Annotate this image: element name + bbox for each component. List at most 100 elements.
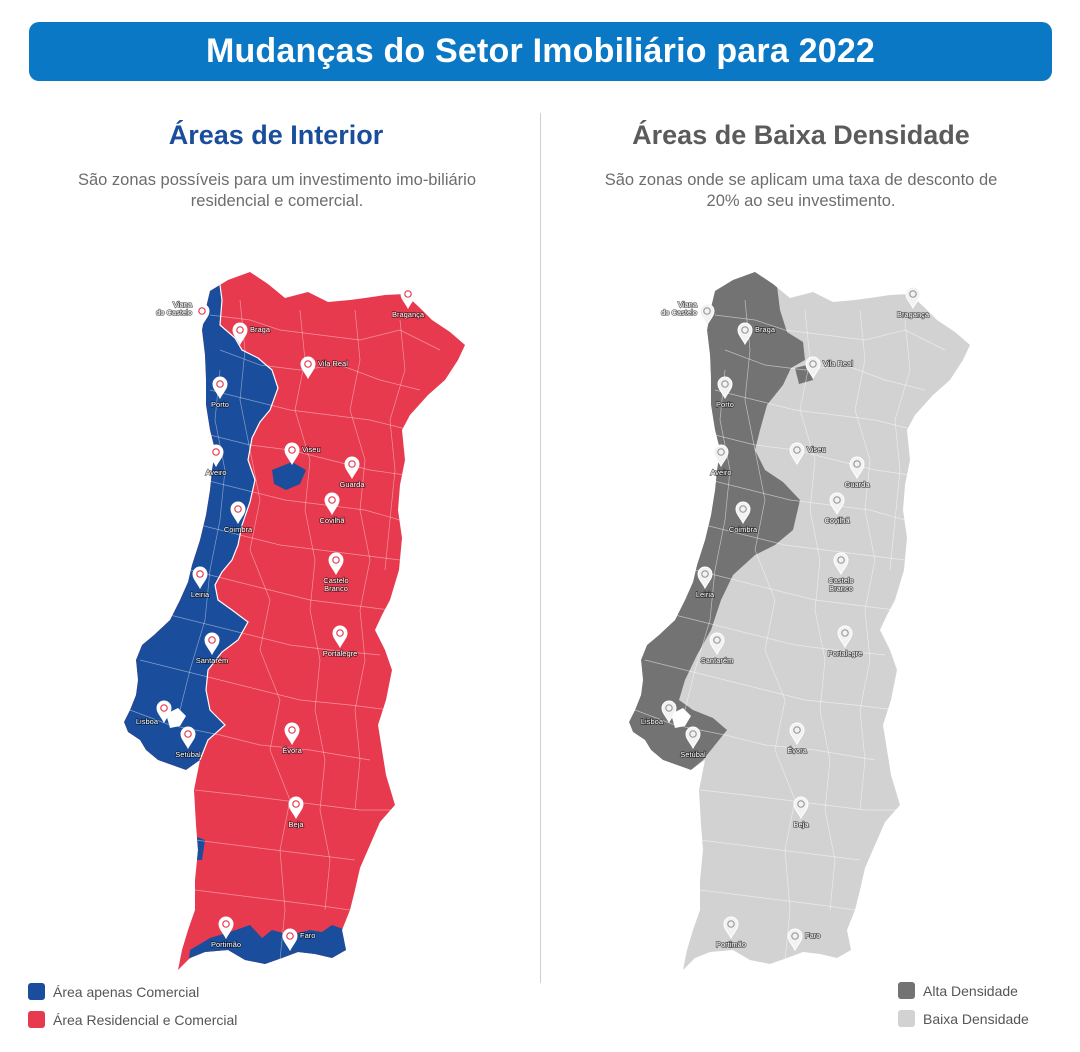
pin-emblem-icon bbox=[222, 920, 230, 928]
page-title: Mudanças do Setor Imobiliário para 2022 bbox=[205, 32, 876, 70]
city-label: Bragança bbox=[392, 310, 425, 319]
map-pin-set-bal: Setúbal bbox=[174, 726, 202, 760]
pin-emblem-icon bbox=[404, 290, 412, 298]
city-label: Bragança bbox=[897, 310, 930, 319]
pin-emblem-icon bbox=[727, 920, 735, 928]
pin-emblem-icon bbox=[793, 726, 801, 734]
pin-emblem-icon bbox=[236, 326, 244, 334]
city-label: Branco bbox=[324, 584, 348, 593]
map-pin-vila-real: Vila Real bbox=[300, 356, 349, 380]
map-pin-viseu: Viseu bbox=[284, 442, 321, 466]
pin-emblem-icon bbox=[234, 505, 242, 513]
map-pin-santar-m: Santarém bbox=[700, 632, 734, 666]
city-label: Évora bbox=[282, 746, 302, 755]
city-label: Braga bbox=[755, 325, 776, 334]
map-pin-guarda: Guarda bbox=[844, 456, 871, 490]
city-label: Faro bbox=[300, 931, 315, 940]
legend-swatch-light-gray bbox=[898, 1010, 915, 1027]
city-label: Santarém bbox=[701, 656, 734, 665]
low-density-title: Áreas de Baixa Densidade bbox=[632, 120, 970, 150]
legend-swatch-red bbox=[28, 1011, 45, 1028]
pin-emblem-icon bbox=[665, 704, 673, 712]
city-label: Covilhã bbox=[319, 516, 345, 525]
pin-emblem-icon bbox=[837, 556, 845, 564]
pin-emblem-icon bbox=[833, 496, 841, 504]
pin-emblem-icon bbox=[328, 496, 336, 504]
city-label: Lisboa bbox=[641, 717, 664, 726]
legend-commercial-only: Área apenas Comercial bbox=[28, 983, 199, 1000]
pin-emblem-icon bbox=[909, 290, 917, 298]
pin-emblem-icon bbox=[713, 636, 721, 644]
city-label: Faro bbox=[805, 931, 820, 940]
map-pin-braga: Braga bbox=[737, 322, 777, 346]
pin-emblem-icon bbox=[703, 307, 711, 315]
pin-emblem-icon bbox=[216, 380, 224, 388]
pin-emblem-icon bbox=[721, 380, 729, 388]
pin-emblem-icon bbox=[198, 307, 206, 315]
city-label: Portalegre bbox=[323, 649, 358, 658]
pin-emblem-icon bbox=[336, 629, 344, 637]
map-pin-covilh-: Covilhã bbox=[319, 492, 346, 526]
pin-emblem-icon bbox=[701, 570, 709, 578]
pin-emblem-icon bbox=[288, 726, 296, 734]
city-label: Coimbra bbox=[224, 525, 253, 534]
pin-emblem-icon bbox=[793, 446, 801, 454]
map-pin-coimbra: Coimbra bbox=[728, 501, 759, 535]
city-label: Viseu bbox=[302, 445, 321, 454]
city-label: Viana bbox=[173, 300, 193, 309]
city-label: Setúbal bbox=[175, 750, 201, 759]
city-label: Castelo bbox=[828, 576, 853, 585]
pin-emblem-icon bbox=[292, 800, 300, 808]
pin-emblem-icon bbox=[184, 730, 192, 738]
city-label: Portalegre bbox=[828, 649, 863, 658]
map-pin-faro: Faro bbox=[787, 928, 821, 952]
legend-low-density: Baixa Densidade bbox=[898, 1010, 1029, 1027]
legend-label: Área apenas Comercial bbox=[53, 983, 200, 1000]
city-label: Aveiro bbox=[710, 468, 731, 477]
pin-emblem-icon bbox=[212, 448, 220, 456]
city-label: Guarda bbox=[339, 480, 365, 489]
legend-label: Alta Densidade bbox=[923, 982, 1018, 999]
map-pin--vora: Évora bbox=[281, 722, 303, 756]
city-label: Beja bbox=[288, 820, 304, 829]
pin-emblem-icon bbox=[853, 460, 861, 468]
city-label: Leiria bbox=[696, 590, 715, 599]
city-label: Viseu bbox=[807, 445, 826, 454]
pin-emblem-icon bbox=[797, 800, 805, 808]
city-label: Porto bbox=[716, 400, 734, 409]
interior-areas-title: Áreas de Interior bbox=[168, 120, 384, 150]
legend-high-density: Alta Densidade bbox=[898, 982, 1018, 999]
pin-emblem-icon bbox=[332, 556, 340, 564]
city-label: Vila Real bbox=[823, 359, 853, 368]
pin-emblem-icon bbox=[741, 326, 749, 334]
pin-emblem-icon bbox=[689, 730, 697, 738]
city-label: Vila Real bbox=[318, 359, 348, 368]
map-pin-portim-o: Portimão bbox=[715, 916, 747, 950]
city-label: Castelo bbox=[323, 576, 348, 585]
map-pin-portalegre: Portalegre bbox=[322, 625, 358, 659]
pin-emblem-icon bbox=[809, 360, 817, 368]
city-label: do Castelo bbox=[661, 308, 697, 317]
map-pin-set-bal: Setúbal bbox=[679, 726, 707, 760]
legend-residential-commercial: Área Residencial e Comercial bbox=[28, 1011, 237, 1028]
map-pin-bragan-a: Bragança bbox=[391, 286, 426, 320]
title-banner: Mudanças do Setor Imobiliário para 2022 bbox=[29, 22, 1052, 81]
city-label: Évora bbox=[787, 746, 807, 755]
pin-emblem-icon bbox=[160, 704, 168, 712]
map-pin-beja: Beja bbox=[288, 796, 305, 830]
map-pin-aveiro: Aveiro bbox=[710, 444, 732, 478]
map-pin-viseu: Viseu bbox=[789, 442, 826, 466]
map-pin-vila-real: Vila Real bbox=[805, 356, 854, 380]
city-label: Portimão bbox=[211, 940, 241, 949]
map-pin-faro: Faro bbox=[282, 928, 316, 952]
low-density-description: São zonas onde se aplicam uma taxa de de… bbox=[604, 171, 998, 210]
map-pin-porto: Porto bbox=[210, 376, 230, 410]
pin-emblem-icon bbox=[196, 570, 204, 578]
pin-emblem-icon bbox=[717, 448, 725, 456]
city-label: Branco bbox=[829, 584, 853, 593]
legend-label: Área Residencial e Comercial bbox=[53, 1011, 238, 1028]
